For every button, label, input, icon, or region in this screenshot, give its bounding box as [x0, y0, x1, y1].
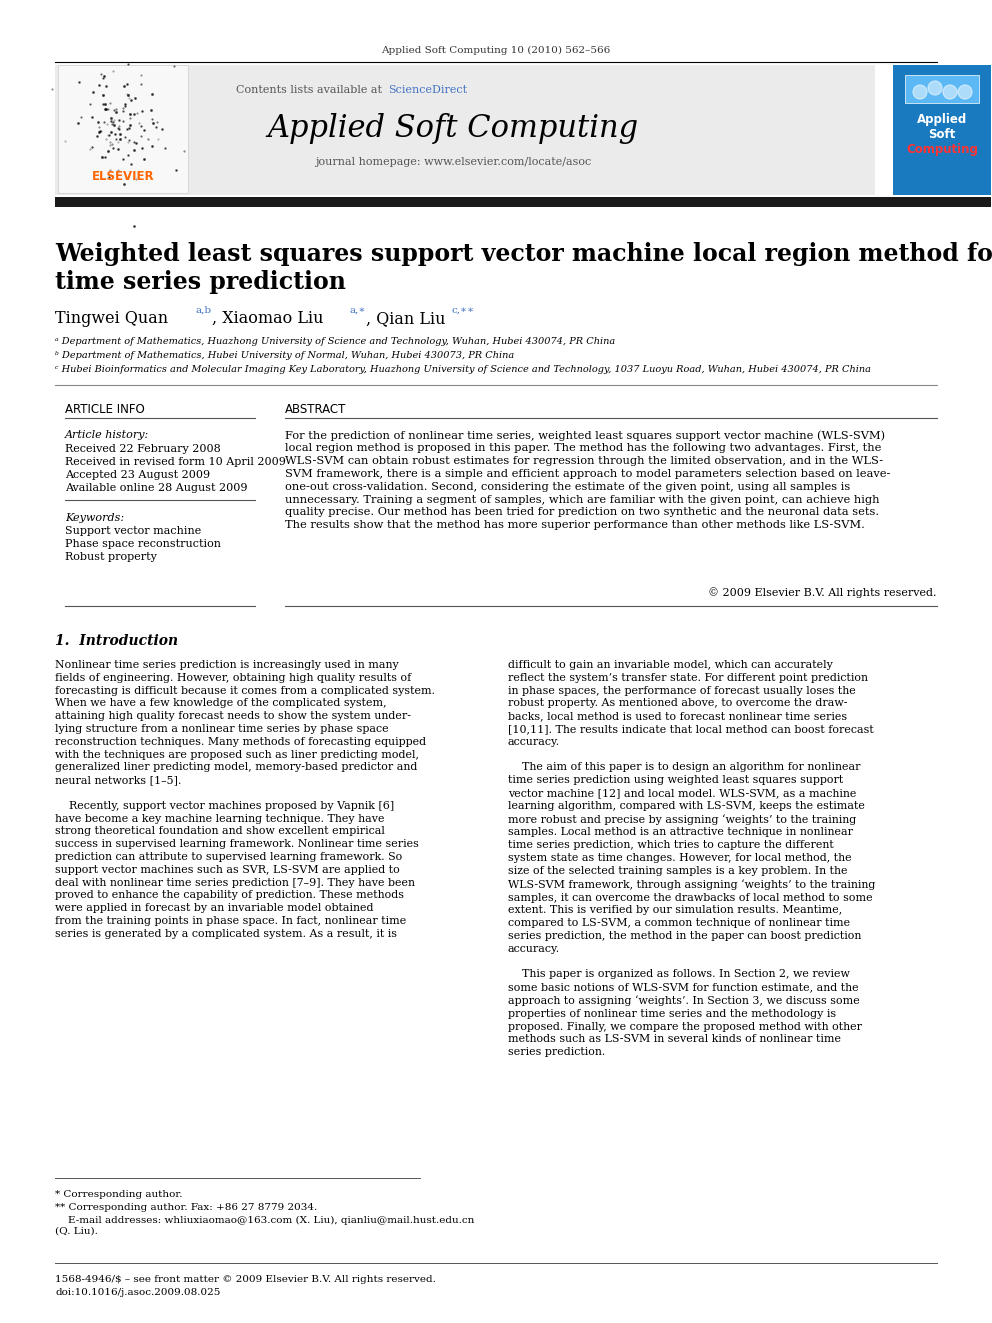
Text: 1568-4946/$ – see front matter © 2009 Elsevier B.V. All rights reserved.: 1568-4946/$ – see front matter © 2009 El…: [55, 1275, 435, 1285]
Text: © 2009 Elsevier B.V. All rights reserved.: © 2009 Elsevier B.V. All rights reserved…: [708, 587, 937, 598]
Text: Applied: Applied: [917, 114, 967, 127]
Text: ScienceDirect: ScienceDirect: [388, 85, 467, 95]
Text: Article history:: Article history:: [65, 430, 149, 441]
Text: ᵇ Department of Mathematics, Hubei University of Normal, Wuhan, Hubei 430073, PR: ᵇ Department of Mathematics, Hubei Unive…: [55, 351, 514, 360]
Text: Nonlinear time series prediction is increasingly used in many
fields of engineer: Nonlinear time series prediction is incr…: [55, 660, 435, 939]
Text: Tingwei Quan: Tingwei Quan: [55, 310, 168, 327]
Text: For the prediction of nonlinear time series, weighted least squares support vect: For the prediction of nonlinear time ser…: [285, 430, 891, 531]
Bar: [905, 75, 979, 103]
Text: a,b: a,b: [196, 306, 212, 315]
Text: journal homepage: www.elsevier.com/locate/asoc: journal homepage: www.elsevier.com/locat…: [314, 157, 591, 167]
Text: Received in revised form 10 April 2009: Received in revised form 10 April 2009: [65, 456, 286, 467]
Circle shape: [928, 81, 942, 95]
Text: , Qian Liu: , Qian Liu: [366, 310, 445, 327]
Bar: [55, 197, 991, 206]
Text: Phase space reconstruction: Phase space reconstruction: [65, 538, 221, 549]
Text: ELSEVIER: ELSEVIER: [91, 171, 155, 184]
Text: Applied Soft Computing 10 (2010) 562–566: Applied Soft Computing 10 (2010) 562–566: [381, 45, 611, 54]
Circle shape: [913, 85, 927, 99]
Text: ARTICLE INFO: ARTICLE INFO: [65, 404, 145, 415]
Text: * Corresponding author.: * Corresponding author.: [55, 1189, 183, 1199]
Text: Soft: Soft: [929, 128, 955, 142]
Text: Robust property: Robust property: [65, 552, 157, 562]
Text: E-mail addresses: whliuxiaomao@163.com (X. Liu), qianliu@mail.hust.edu.cn
(Q. Li: E-mail addresses: whliuxiaomao@163.com (…: [55, 1216, 474, 1236]
Text: difficult to gain an invariable model, which can accurately
reflect the system’s: difficult to gain an invariable model, w…: [508, 660, 875, 1057]
Text: ᵃ Department of Mathematics, Huazhong University of Science and Technology, Wuha: ᵃ Department of Mathematics, Huazhong Un…: [55, 337, 615, 347]
Bar: [893, 65, 991, 194]
Text: Accepted 23 August 2009: Accepted 23 August 2009: [65, 470, 210, 480]
Text: Computing: Computing: [906, 143, 978, 156]
Text: doi:10.1016/j.asoc.2009.08.025: doi:10.1016/j.asoc.2009.08.025: [55, 1289, 220, 1297]
Circle shape: [958, 85, 972, 99]
Text: ** Corresponding author. Fax: +86 27 8779 2034.: ** Corresponding author. Fax: +86 27 877…: [55, 1203, 317, 1212]
Bar: [58, 65, 188, 193]
Bar: [55, 65, 875, 194]
Text: ABSTRACT: ABSTRACT: [285, 404, 346, 415]
Text: Keywords:: Keywords:: [65, 513, 124, 523]
Text: 1.  Introduction: 1. Introduction: [55, 634, 179, 648]
Text: Applied Soft Computing: Applied Soft Computing: [268, 112, 639, 143]
Text: a,∗: a,∗: [349, 306, 365, 315]
Text: Contents lists available at: Contents lists available at: [235, 85, 385, 95]
Text: ᶜ Hubei Bioinformatics and Molecular Imaging Key Laboratory, Huazhong University: ᶜ Hubei Bioinformatics and Molecular Ima…: [55, 365, 871, 374]
Text: Weighted least squares support vector machine local region method for nonlinear
: Weighted least squares support vector ma…: [55, 242, 992, 294]
Text: c,∗∗: c,∗∗: [452, 306, 475, 315]
Text: , Xiaomao Liu: , Xiaomao Liu: [212, 310, 323, 327]
Text: Available online 28 August 2009: Available online 28 August 2009: [65, 483, 247, 493]
Circle shape: [943, 85, 957, 99]
Text: Support vector machine: Support vector machine: [65, 527, 201, 536]
Text: Received 22 February 2008: Received 22 February 2008: [65, 445, 221, 454]
